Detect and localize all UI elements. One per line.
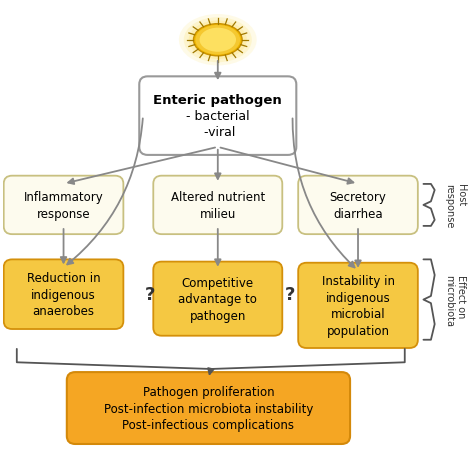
- Text: Host
response: Host response: [444, 183, 465, 228]
- Text: Altered nutrient
milieu: Altered nutrient milieu: [171, 191, 265, 220]
- Text: Secretory
diarrhea: Secretory diarrhea: [329, 191, 386, 220]
- Text: Instability in
indigenous
microbial
population: Instability in indigenous microbial popu…: [321, 275, 394, 337]
- Ellipse shape: [189, 21, 247, 60]
- FancyBboxPatch shape: [153, 176, 283, 235]
- Ellipse shape: [200, 28, 236, 53]
- FancyBboxPatch shape: [4, 176, 123, 235]
- FancyBboxPatch shape: [153, 262, 283, 336]
- Text: - bacterial: - bacterial: [186, 110, 250, 123]
- Text: ?: ?: [285, 285, 295, 304]
- FancyBboxPatch shape: [298, 263, 418, 348]
- FancyBboxPatch shape: [4, 260, 123, 329]
- Ellipse shape: [195, 26, 240, 55]
- Ellipse shape: [179, 15, 257, 66]
- Ellipse shape: [184, 18, 252, 63]
- Ellipse shape: [193, 25, 242, 57]
- Text: Competitive
advantage to
pathogen: Competitive advantage to pathogen: [178, 276, 257, 322]
- Text: Enteric pathogen: Enteric pathogen: [154, 94, 282, 107]
- FancyBboxPatch shape: [139, 77, 296, 156]
- FancyBboxPatch shape: [298, 176, 418, 235]
- Text: ?: ?: [145, 285, 155, 304]
- Text: Pathogen proliferation
Post-infection microbiota instability
Post-infectious com: Pathogen proliferation Post-infection mi…: [104, 385, 313, 431]
- Text: Reduction in
indigenous
anaerobes: Reduction in indigenous anaerobes: [27, 272, 100, 318]
- Text: -viral: -viral: [200, 125, 236, 138]
- FancyBboxPatch shape: [67, 372, 350, 444]
- Text: Effect on
microbiota: Effect on microbiota: [444, 274, 465, 326]
- Text: Inflammatory
response: Inflammatory response: [24, 191, 103, 220]
